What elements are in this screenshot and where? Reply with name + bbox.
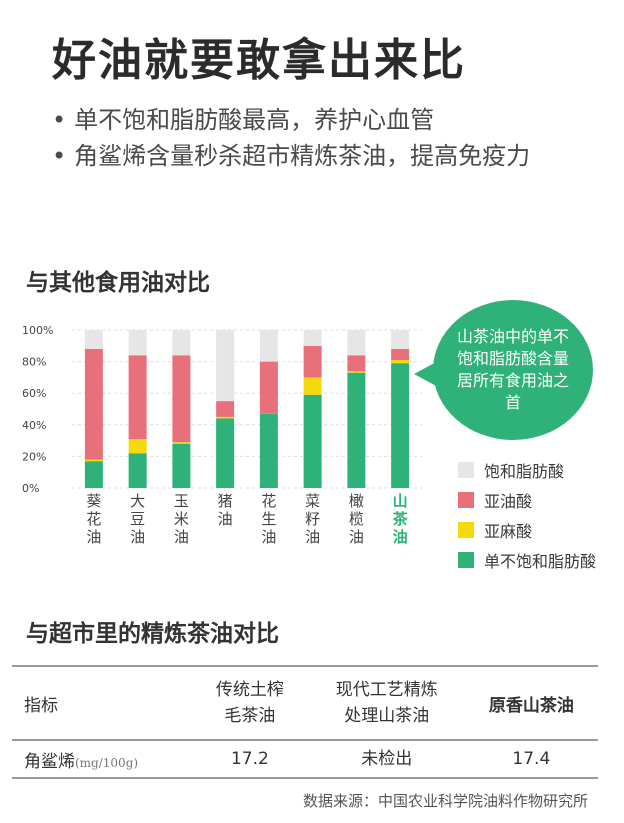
bar-segment <box>303 345 322 378</box>
header-traditional: 传统土榨 毛茶油 <box>215 680 284 726</box>
legend-item: 亚麻酸 <box>458 515 596 545</box>
callout-bubble: 山茶油中的单不饱和脂肪酸含量居所有食用油之首 <box>433 300 593 440</box>
bar-segment <box>303 330 322 346</box>
bar-segment <box>347 355 366 372</box>
bar-segment <box>347 372 366 488</box>
bar-segment <box>84 348 103 460</box>
callout-text: 山茶油中的单不饱和脂肪酸含量居所有食用油之首 <box>456 327 569 412</box>
y-tick-label: 20% <box>22 450 46 463</box>
bar-segment <box>391 360 410 364</box>
table-header-row: 指标 传统土榨 毛茶油 现代工艺精炼 处理山茶油 原香山茶油 <box>12 666 598 740</box>
bar-segment <box>216 416 235 419</box>
legend-label: 亚油酸 <box>484 492 533 511</box>
bar-segment <box>172 355 191 443</box>
header-original: 原香山茶油 <box>488 695 574 716</box>
x-category-label: 花生油 <box>261 492 276 546</box>
data-source: 数据来源：中国农业科学院油料作物研究所 <box>302 792 588 810</box>
legend-item: 亚油酸 <box>458 485 596 515</box>
x-category-label: 菜籽油 <box>305 492 320 546</box>
bullet-item: 角鲨烯含量秒杀超市精炼茶油，提高免疫力 <box>52 138 530 174</box>
bar-segment <box>391 363 410 488</box>
bar-segment <box>172 330 191 356</box>
row-unit: (mg/100g) <box>75 755 139 770</box>
legend-item: 单不饱和脂肪酸 <box>458 545 596 575</box>
y-tick-label: 100% <box>22 324 53 337</box>
table-cell: 17.2 <box>230 749 269 769</box>
bar-segment <box>259 413 278 488</box>
x-category-label: 橄榄油 <box>349 492 364 546</box>
legend-label: 饱和脂肪酸 <box>484 462 565 481</box>
header-refined: 现代工艺精炼 处理山茶油 <box>335 680 438 726</box>
bar-segment <box>391 330 410 349</box>
x-category-label: 大豆油 <box>130 492 145 546</box>
legend-swatch <box>458 552 474 568</box>
x-category-label: 葵花油 <box>86 492 101 546</box>
table-cell: 未检出 <box>361 749 413 769</box>
bullet-item: 单不饱和脂肪酸最高，养护心血管 <box>52 102 530 138</box>
bar-segment <box>84 330 103 349</box>
bar-segment <box>128 453 147 488</box>
bar-segment <box>347 330 366 356</box>
bar-segment <box>303 394 322 488</box>
bar-segment <box>128 439 147 454</box>
bar-segment <box>128 330 147 356</box>
legend-label: 亚麻酸 <box>484 522 533 541</box>
page-title: 好油就要敢拿出来比 <box>52 35 466 86</box>
bar-segment <box>303 377 322 395</box>
bar-segment <box>347 371 366 373</box>
comparison-table: 指标 传统土榨 毛茶油 现代工艺精炼 处理山茶油 原香山茶油 角鲨烯(mg/100g… <box>12 665 598 779</box>
bar-segment <box>128 355 147 440</box>
bar-segment <box>391 348 410 361</box>
y-tick-label: 60% <box>22 387 46 400</box>
x-category-label: 猪油 <box>218 492 233 528</box>
legend-swatch <box>458 462 474 478</box>
bar-segment <box>216 330 235 402</box>
section-title-table: 与超市里的精炼茶油对比 <box>26 621 279 647</box>
legend-item: 饱和脂肪酸 <box>458 455 596 485</box>
y-tick-label: 40% <box>22 419 46 432</box>
stacked-bar-chart: 0% 20% 40% 60% 80% 100% 葵花油 大豆油 玉米油 猪油 花生油 菜籽油 橄榄油 山茶… <box>22 324 422 546</box>
row-label: 角鲨烯(mg/100g) <box>24 751 139 772</box>
bar-segment <box>84 459 103 462</box>
legend-swatch <box>458 522 474 538</box>
bar-segment <box>216 418 235 488</box>
bar-segment <box>84 461 103 488</box>
bullet-list: 单不饱和脂肪酸最高，养护心血管 角鲨烯含量秒杀超市精炼茶油，提高免疫力 <box>52 102 530 174</box>
table-row: 角鲨烯(mg/100g) 17.2 未检出 17.4 <box>12 740 598 778</box>
x-category-label: 山茶油 <box>393 492 409 546</box>
header-indicator: 指标 <box>24 695 58 716</box>
bar-segment <box>172 443 191 488</box>
section-title-comparison: 与其他食用油对比 <box>26 270 210 296</box>
y-tick-label: 80% <box>22 356 46 369</box>
bar-segment <box>259 330 278 362</box>
bar-segment <box>216 401 235 417</box>
chart-legend: 饱和脂肪酸 亚油酸 亚麻酸 单不饱和脂肪酸 <box>458 455 596 575</box>
table-cell: 17.4 <box>512 749 551 769</box>
bar-segment <box>172 442 191 444</box>
bar-segment <box>259 361 278 414</box>
legend-swatch <box>458 492 474 508</box>
y-tick-label: 0% <box>22 482 39 495</box>
x-category-label: 玉米油 <box>174 492 189 546</box>
legend-label: 单不饱和脂肪酸 <box>484 552 597 571</box>
